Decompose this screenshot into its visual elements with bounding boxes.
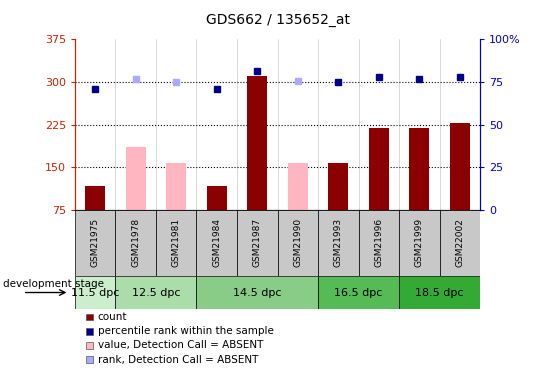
Text: count: count	[98, 312, 127, 322]
Text: value, Detection Call = ABSENT: value, Detection Call = ABSENT	[98, 340, 263, 350]
Text: rank, Detection Call = ABSENT: rank, Detection Call = ABSENT	[98, 355, 258, 364]
Bar	[318, 210, 359, 276]
Text: GSM21999: GSM21999	[415, 218, 424, 267]
Bar	[206, 186, 227, 210]
Text: 12.5 dpc: 12.5 dpc	[132, 288, 180, 297]
Bar	[278, 210, 318, 276]
Text: development stage: development stage	[3, 279, 104, 289]
Text: GSM21987: GSM21987	[253, 218, 262, 267]
Bar	[328, 163, 349, 210]
Bar	[196, 276, 318, 309]
Bar	[440, 210, 480, 276]
Bar	[359, 210, 399, 276]
Bar	[399, 210, 440, 276]
Bar	[156, 210, 196, 276]
Text: 14.5 dpc: 14.5 dpc	[233, 288, 281, 297]
Text: GDS662 / 135652_at: GDS662 / 135652_at	[205, 13, 350, 27]
Bar	[399, 276, 480, 309]
Text: GSM21984: GSM21984	[212, 218, 221, 267]
Bar	[247, 76, 268, 210]
Bar	[166, 163, 186, 210]
Bar	[115, 210, 156, 276]
Bar	[75, 276, 115, 309]
Bar	[125, 147, 146, 210]
Text: percentile rank within the sample: percentile rank within the sample	[98, 326, 274, 336]
Bar	[450, 123, 470, 210]
Bar	[115, 276, 196, 309]
Text: GSM21981: GSM21981	[171, 218, 181, 267]
Text: 11.5 dpc: 11.5 dpc	[71, 288, 119, 297]
Text: GSM21978: GSM21978	[131, 218, 140, 267]
Text: 16.5 dpc: 16.5 dpc	[334, 288, 383, 297]
Bar	[287, 163, 308, 210]
Bar	[85, 186, 105, 210]
Bar	[237, 210, 278, 276]
Text: GSM21975: GSM21975	[90, 218, 100, 267]
Text: GSM21996: GSM21996	[374, 218, 384, 267]
Text: GSM21990: GSM21990	[293, 218, 302, 267]
Bar	[196, 210, 237, 276]
Text: 18.5 dpc: 18.5 dpc	[415, 288, 464, 297]
Bar	[75, 210, 115, 276]
Bar	[369, 128, 389, 210]
Text: GSM21993: GSM21993	[334, 218, 343, 267]
Text: GSM22002: GSM22002	[455, 218, 465, 267]
Bar	[409, 128, 430, 210]
Bar	[318, 276, 399, 309]
